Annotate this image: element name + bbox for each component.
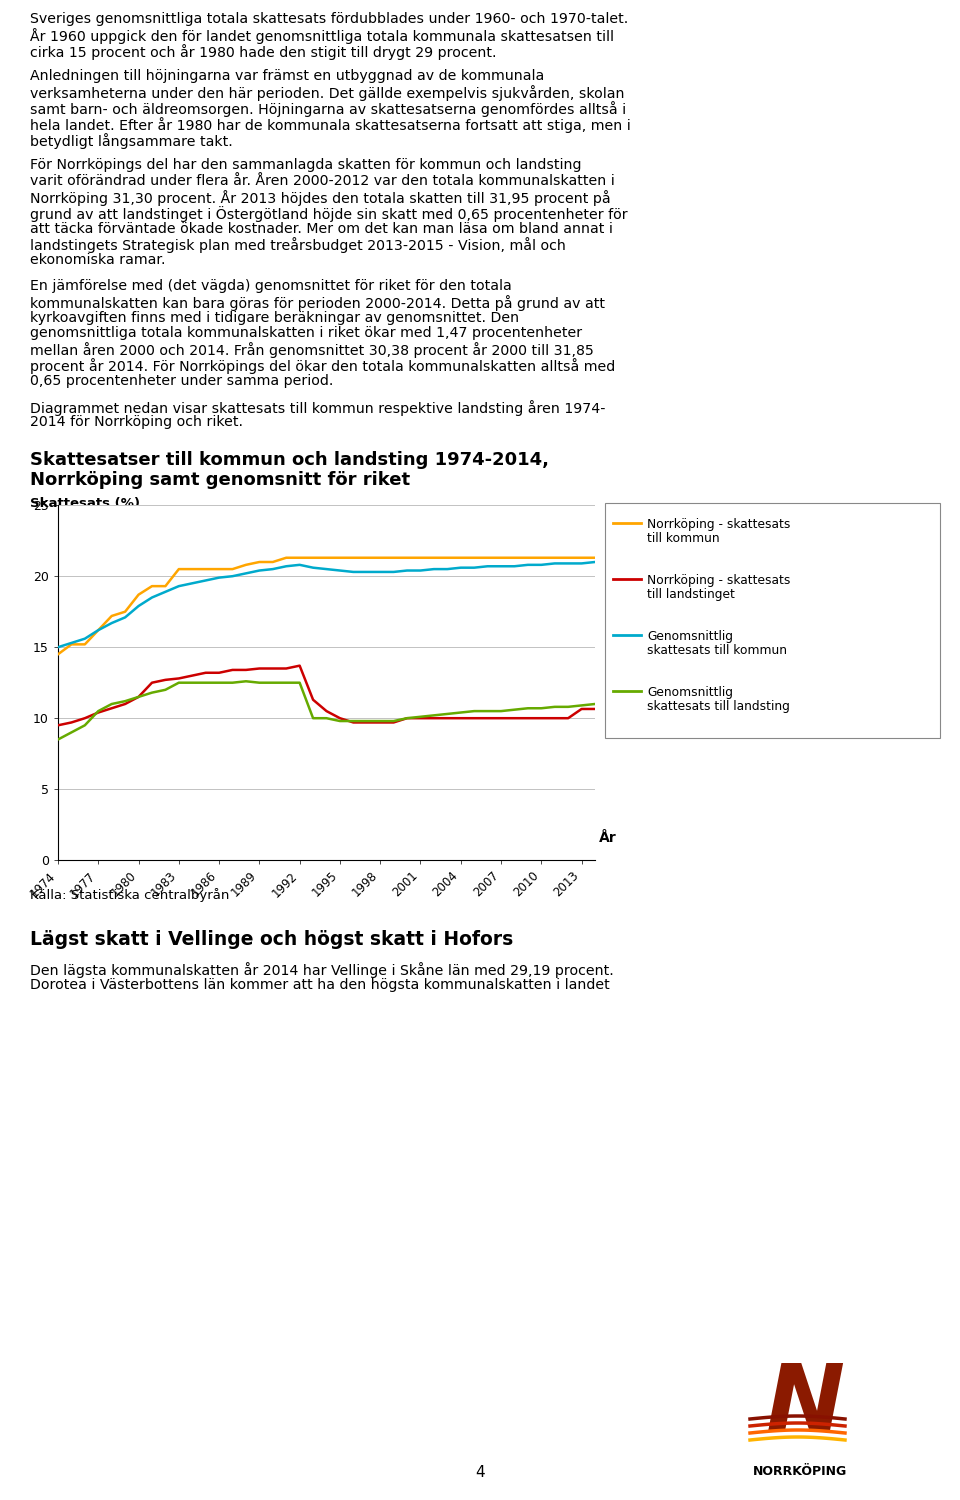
Text: Norrköping 31,30 procent. År 2013 höjdes den totala skatten till 31,95 procent p: Norrköping 31,30 procent. År 2013 höjdes… — [30, 190, 611, 206]
Text: verksamheterna under den här perioden. Det gällde exempelvis sjukvården, skolan: verksamheterna under den här perioden. D… — [30, 86, 625, 100]
Text: genomsnittliga totala kommunalskatten i riket ökar med 1,47 procentenheter: genomsnittliga totala kommunalskatten i … — [30, 327, 582, 340]
Text: procent år 2014. För Norrköpings del ökar den totala kommunalskatten alltså med: procent år 2014. För Norrköpings del öka… — [30, 358, 615, 374]
Text: Genomsnittlig: Genomsnittlig — [647, 630, 733, 644]
Text: mellan åren 2000 och 2014. Från genomsnittet 30,38 procent år 2000 till 31,85: mellan åren 2000 och 2014. Från genomsni… — [30, 342, 594, 358]
Text: Norrköping - skattesats: Norrköping - skattesats — [647, 518, 790, 531]
Text: till landstinget: till landstinget — [647, 588, 734, 602]
Text: varit oförändrad under flera år. Åren 2000-2012 var den totala kommunalskatten i: varit oförändrad under flera år. Åren 20… — [30, 174, 614, 188]
Text: att täcka förväntade ökade kostnader. Mer om det kan man läsa om bland annat i: att täcka förväntade ökade kostnader. Me… — [30, 222, 612, 236]
Text: ekonomiska ramar.: ekonomiska ramar. — [30, 254, 165, 267]
Text: Skattesatser till kommun och landsting 1974-2014,: Skattesatser till kommun och landsting 1… — [30, 452, 549, 470]
Text: cirka 15 procent och år 1980 hade den stigit till drygt 29 procent.: cirka 15 procent och år 1980 hade den st… — [30, 44, 496, 60]
Text: samt barn- och äldreomsorgen. Höjningarna av skattesatserna genomfördes alltså i: samt barn- och äldreomsorgen. Höjningarn… — [30, 100, 626, 117]
Text: skattesats till landsting: skattesats till landsting — [647, 700, 790, 712]
Text: Skattesats (%): Skattesats (%) — [30, 496, 140, 510]
Text: Dorotea i Västerbottens län kommer att ha den högsta kommunalskatten i landet: Dorotea i Västerbottens län kommer att h… — [30, 978, 610, 992]
Text: Norrköping - skattesats: Norrköping - skattesats — [647, 574, 790, 586]
Text: Den lägsta kommunalskatten år 2014 har Vellinge i Skåne län med 29,19 procent.: Den lägsta kommunalskatten år 2014 har V… — [30, 962, 613, 978]
Text: År: År — [599, 831, 616, 844]
Text: till kommun: till kommun — [647, 532, 720, 544]
Text: En jämförelse med (det vägda) genomsnittet för riket för den totala: En jämförelse med (det vägda) genomsnitt… — [30, 279, 512, 292]
Text: Genomsnittlig: Genomsnittlig — [647, 686, 733, 699]
Text: 2014 för Norrköping och riket.: 2014 för Norrköping och riket. — [30, 416, 243, 429]
Text: hela landet. Efter år 1980 har de kommunala skattesatserna fortsatt att stiga, m: hela landet. Efter år 1980 har de kommun… — [30, 117, 631, 134]
Text: Diagrammet nedan visar skattesats till kommun respektive landsting åren 1974-: Diagrammet nedan visar skattesats till k… — [30, 399, 606, 416]
Text: NORRKÖPING: NORRKÖPING — [753, 1466, 847, 1478]
Text: För Norrköpings del har den sammanlagda skatten för kommun och landsting: För Norrköpings del har den sammanlagda … — [30, 159, 582, 172]
Text: kyrkoavgiften finns med i tidigare beräkningar av genomsnittet. Den: kyrkoavgiften finns med i tidigare beräk… — [30, 310, 519, 324]
Text: Källa: Statistiska centralbyrån: Källa: Statistiska centralbyrån — [30, 888, 229, 902]
Text: N: N — [765, 1360, 845, 1452]
Text: skattesats till kommun: skattesats till kommun — [647, 644, 787, 657]
Text: grund av att landstinget i Östergötland höjde sin skatt med 0,65 procentenheter : grund av att landstinget i Östergötland … — [30, 206, 628, 222]
Text: 4: 4 — [475, 1466, 485, 1480]
Bar — [605, 503, 940, 738]
Text: År 1960 uppgick den för landet genomsnittliga totala kommunala skattesatsen till: År 1960 uppgick den för landet genomsnit… — [30, 28, 614, 44]
Text: Anledningen till höjningarna var främst en utbyggnad av de kommunala: Anledningen till höjningarna var främst … — [30, 69, 544, 84]
Text: Lägst skatt i Vellinge och högst skatt i Hofors: Lägst skatt i Vellinge och högst skatt i… — [30, 930, 514, 950]
Text: kommunalskatten kan bara göras för perioden 2000-2014. Detta på grund av att: kommunalskatten kan bara göras för perio… — [30, 296, 605, 310]
Text: landstingets Strategisk plan med treårsbudget 2013-2015 - Vision, mål och: landstingets Strategisk plan med treårsb… — [30, 237, 565, 254]
Text: betydligt långsammare takt.: betydligt långsammare takt. — [30, 132, 232, 148]
Text: Norrköping samt genomsnitt för riket: Norrköping samt genomsnitt för riket — [30, 471, 410, 489]
Text: 0,65 procentenheter under samma period.: 0,65 procentenheter under samma period. — [30, 374, 333, 388]
Text: Sveriges genomsnittliga totala skattesats fördubblades under 1960- och 1970-tale: Sveriges genomsnittliga totala skattesat… — [30, 12, 628, 26]
